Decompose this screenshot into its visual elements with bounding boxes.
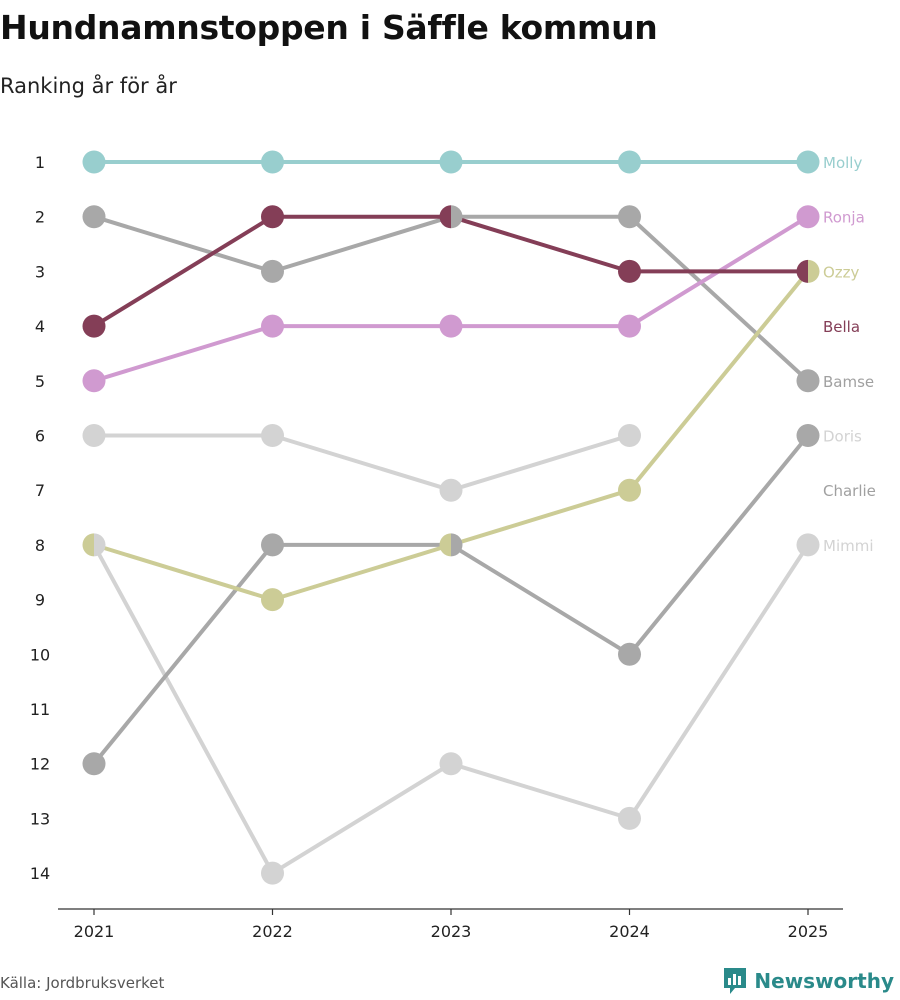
- series-label-molly: Molly: [823, 154, 862, 172]
- point-bamse: [451, 205, 463, 229]
- point-doris: [451, 533, 463, 557]
- brand-logo: Newsworthy: [722, 966, 894, 996]
- point-doris: [796, 424, 820, 447]
- point-ronja: [261, 314, 284, 338]
- y-tick-label: 3: [35, 262, 45, 281]
- y-tick-label: 7: [35, 481, 45, 500]
- point-bella: [618, 259, 641, 283]
- series-line-mimmi: [92, 542, 810, 876]
- series-label-ronja: Ronja: [823, 209, 865, 227]
- x-tick-label: 2025: [788, 922, 829, 941]
- x-tick-label: 2023: [431, 922, 472, 941]
- y-tick-label: 8: [35, 536, 45, 555]
- y-tick-label: 13: [30, 809, 50, 828]
- y-tick-label: 12: [30, 755, 50, 774]
- x-tick-label: 2021: [74, 922, 115, 941]
- source-note: Källa: Jordbruksverket: [0, 974, 165, 992]
- y-tick-label: 2: [35, 208, 45, 227]
- series-label-bamse: Bamse: [823, 373, 874, 391]
- point-charlie: [439, 478, 463, 502]
- y-tick-label: 9: [35, 591, 45, 610]
- point-ozzy: [618, 478, 641, 502]
- point-bamse: [618, 205, 641, 229]
- point-ronja: [618, 314, 641, 338]
- brand-name: Newsworthy: [754, 969, 894, 993]
- series-labels: Molly Ronja Ozzy Bella Bamse Doris Charlie Mimm…: [823, 154, 876, 555]
- y-tick-label: 1: [35, 153, 45, 172]
- point-bella: [261, 205, 284, 229]
- series-line-charlie: [92, 433, 632, 493]
- point-doris: [261, 533, 284, 557]
- chart-subtitle: Ranking år för år: [0, 74, 177, 98]
- series-label-doris: Doris: [823, 428, 862, 446]
- point-ronja: [439, 314, 463, 338]
- point-mimmi: [261, 861, 284, 885]
- point-ronja: [796, 205, 820, 229]
- chart-title: Hundnamnstoppen i Säffle kommun: [0, 8, 658, 47]
- point-charlie: [618, 424, 641, 447]
- point-molly: [261, 150, 284, 174]
- series-label-charlie: Charlie: [823, 482, 876, 500]
- point-mimmi: [796, 533, 820, 557]
- point-ronja: [82, 369, 106, 393]
- point-charlie: [82, 424, 106, 447]
- series-points: [82, 150, 820, 885]
- point-molly: [618, 150, 641, 174]
- point-bella: [439, 205, 452, 229]
- point-molly: [439, 150, 463, 174]
- point-ozzy: [808, 259, 820, 283]
- point-charlie: [261, 424, 284, 447]
- x-tick-label: 2022: [252, 922, 293, 941]
- point-bella: [796, 259, 808, 283]
- point-mimmi: [94, 533, 106, 557]
- point-bamse: [261, 259, 284, 283]
- series-line-bamse: [92, 214, 810, 383]
- series-label-mimmi: Mimmi: [823, 537, 874, 555]
- point-bamse: [82, 205, 106, 229]
- series-line-bella: [92, 214, 810, 329]
- x-axis: 2021 2022 2023 2024 2025: [58, 908, 843, 941]
- point-ozzy: [261, 588, 284, 612]
- series-label-bella: Bella: [823, 318, 860, 336]
- point-bamse: [796, 369, 820, 393]
- point-mimmi: [618, 806, 641, 830]
- y-tick-label: 14: [30, 864, 50, 883]
- point-molly: [796, 150, 820, 174]
- y-tick-label: 11: [30, 700, 50, 719]
- series-line-ronja: [92, 214, 810, 383]
- point-ozzy: [82, 533, 94, 557]
- point-molly: [82, 150, 106, 174]
- bar-chart-icon: [724, 968, 747, 994]
- y-tick-label: 5: [35, 372, 45, 391]
- point-doris: [82, 752, 106, 776]
- point-ozzy: [439, 533, 451, 557]
- point-doris: [618, 642, 641, 666]
- point-mimmi: [439, 752, 463, 776]
- x-tick-label: 2024: [609, 922, 650, 941]
- y-tick-label: 10: [30, 645, 50, 664]
- y-tick-label: 6: [35, 427, 45, 446]
- y-tick-label: 4: [35, 317, 45, 336]
- series-label-ozzy: Ozzy: [823, 263, 860, 281]
- point-bella: [82, 314, 106, 338]
